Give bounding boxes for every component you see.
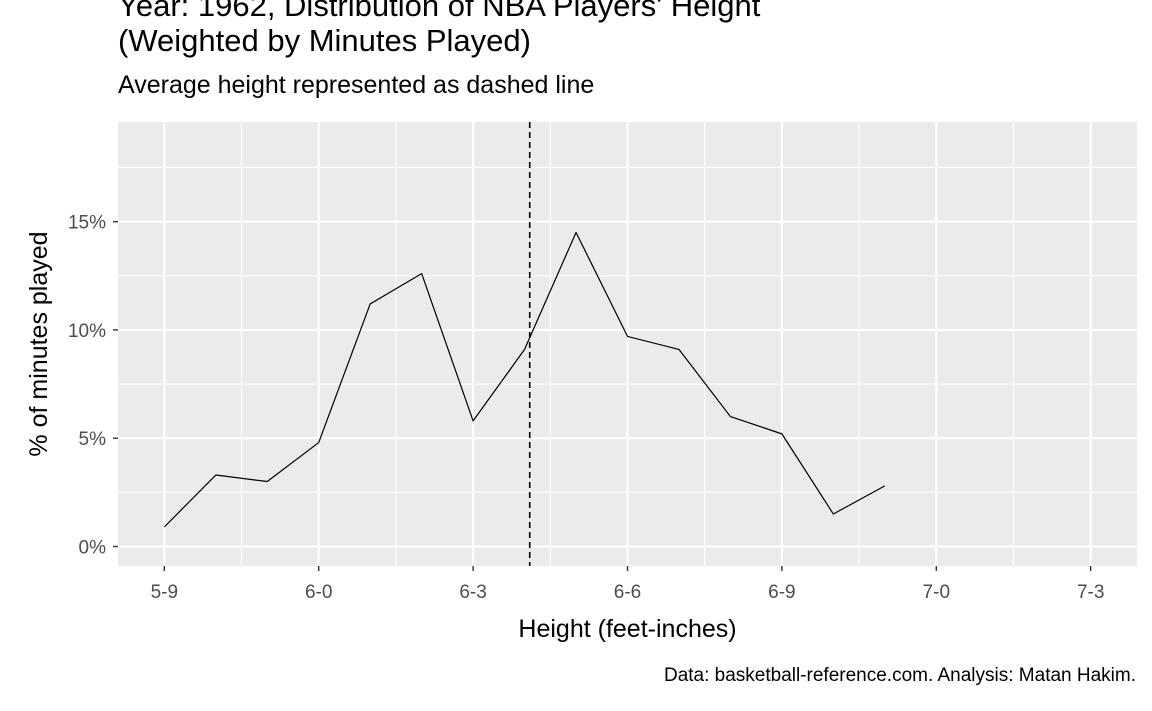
x-tick-label: 7-3 <box>1077 582 1104 603</box>
y-tick-label: 15% <box>68 213 106 234</box>
data-source-caption: Data: basketball-reference.com. Analysis… <box>663 665 1136 686</box>
chart-title-line-2: (Weighted by Minutes Played) <box>118 23 531 58</box>
y-axis-title: % of minutes played <box>25 231 53 456</box>
y-tick-label: 0% <box>79 538 107 559</box>
x-tick-label: 6-9 <box>768 582 795 603</box>
x-axis: 5-9 6-0 6-3 6-6 6-9 7-0 7-3 <box>151 566 1104 603</box>
y-tick-label: 10% <box>68 321 106 342</box>
chart-subtitle: Average height represented as dashed lin… <box>118 71 595 99</box>
x-tick-label: 5-9 <box>151 582 178 603</box>
x-tick-label: 6-0 <box>305 582 332 603</box>
series-line <box>163 231 886 528</box>
x-tick-label: 6-3 <box>459 582 486 603</box>
x-tick-label: 7-0 <box>923 582 950 603</box>
x-tick-label: 6-6 <box>614 582 641 603</box>
y-tick-label: 5% <box>79 429 107 450</box>
chart-title-line-1: Year: 1962, Distribution of NBA Players'… <box>118 0 761 23</box>
y-axis: 0% 5% 10% 15% <box>68 213 118 559</box>
x-axis-title: Height (feet-inches) <box>518 615 736 643</box>
grid-major <box>118 122 1137 566</box>
chart-title: Year: 1962, Distribution of NBA Players'… <box>118 0 760 58</box>
